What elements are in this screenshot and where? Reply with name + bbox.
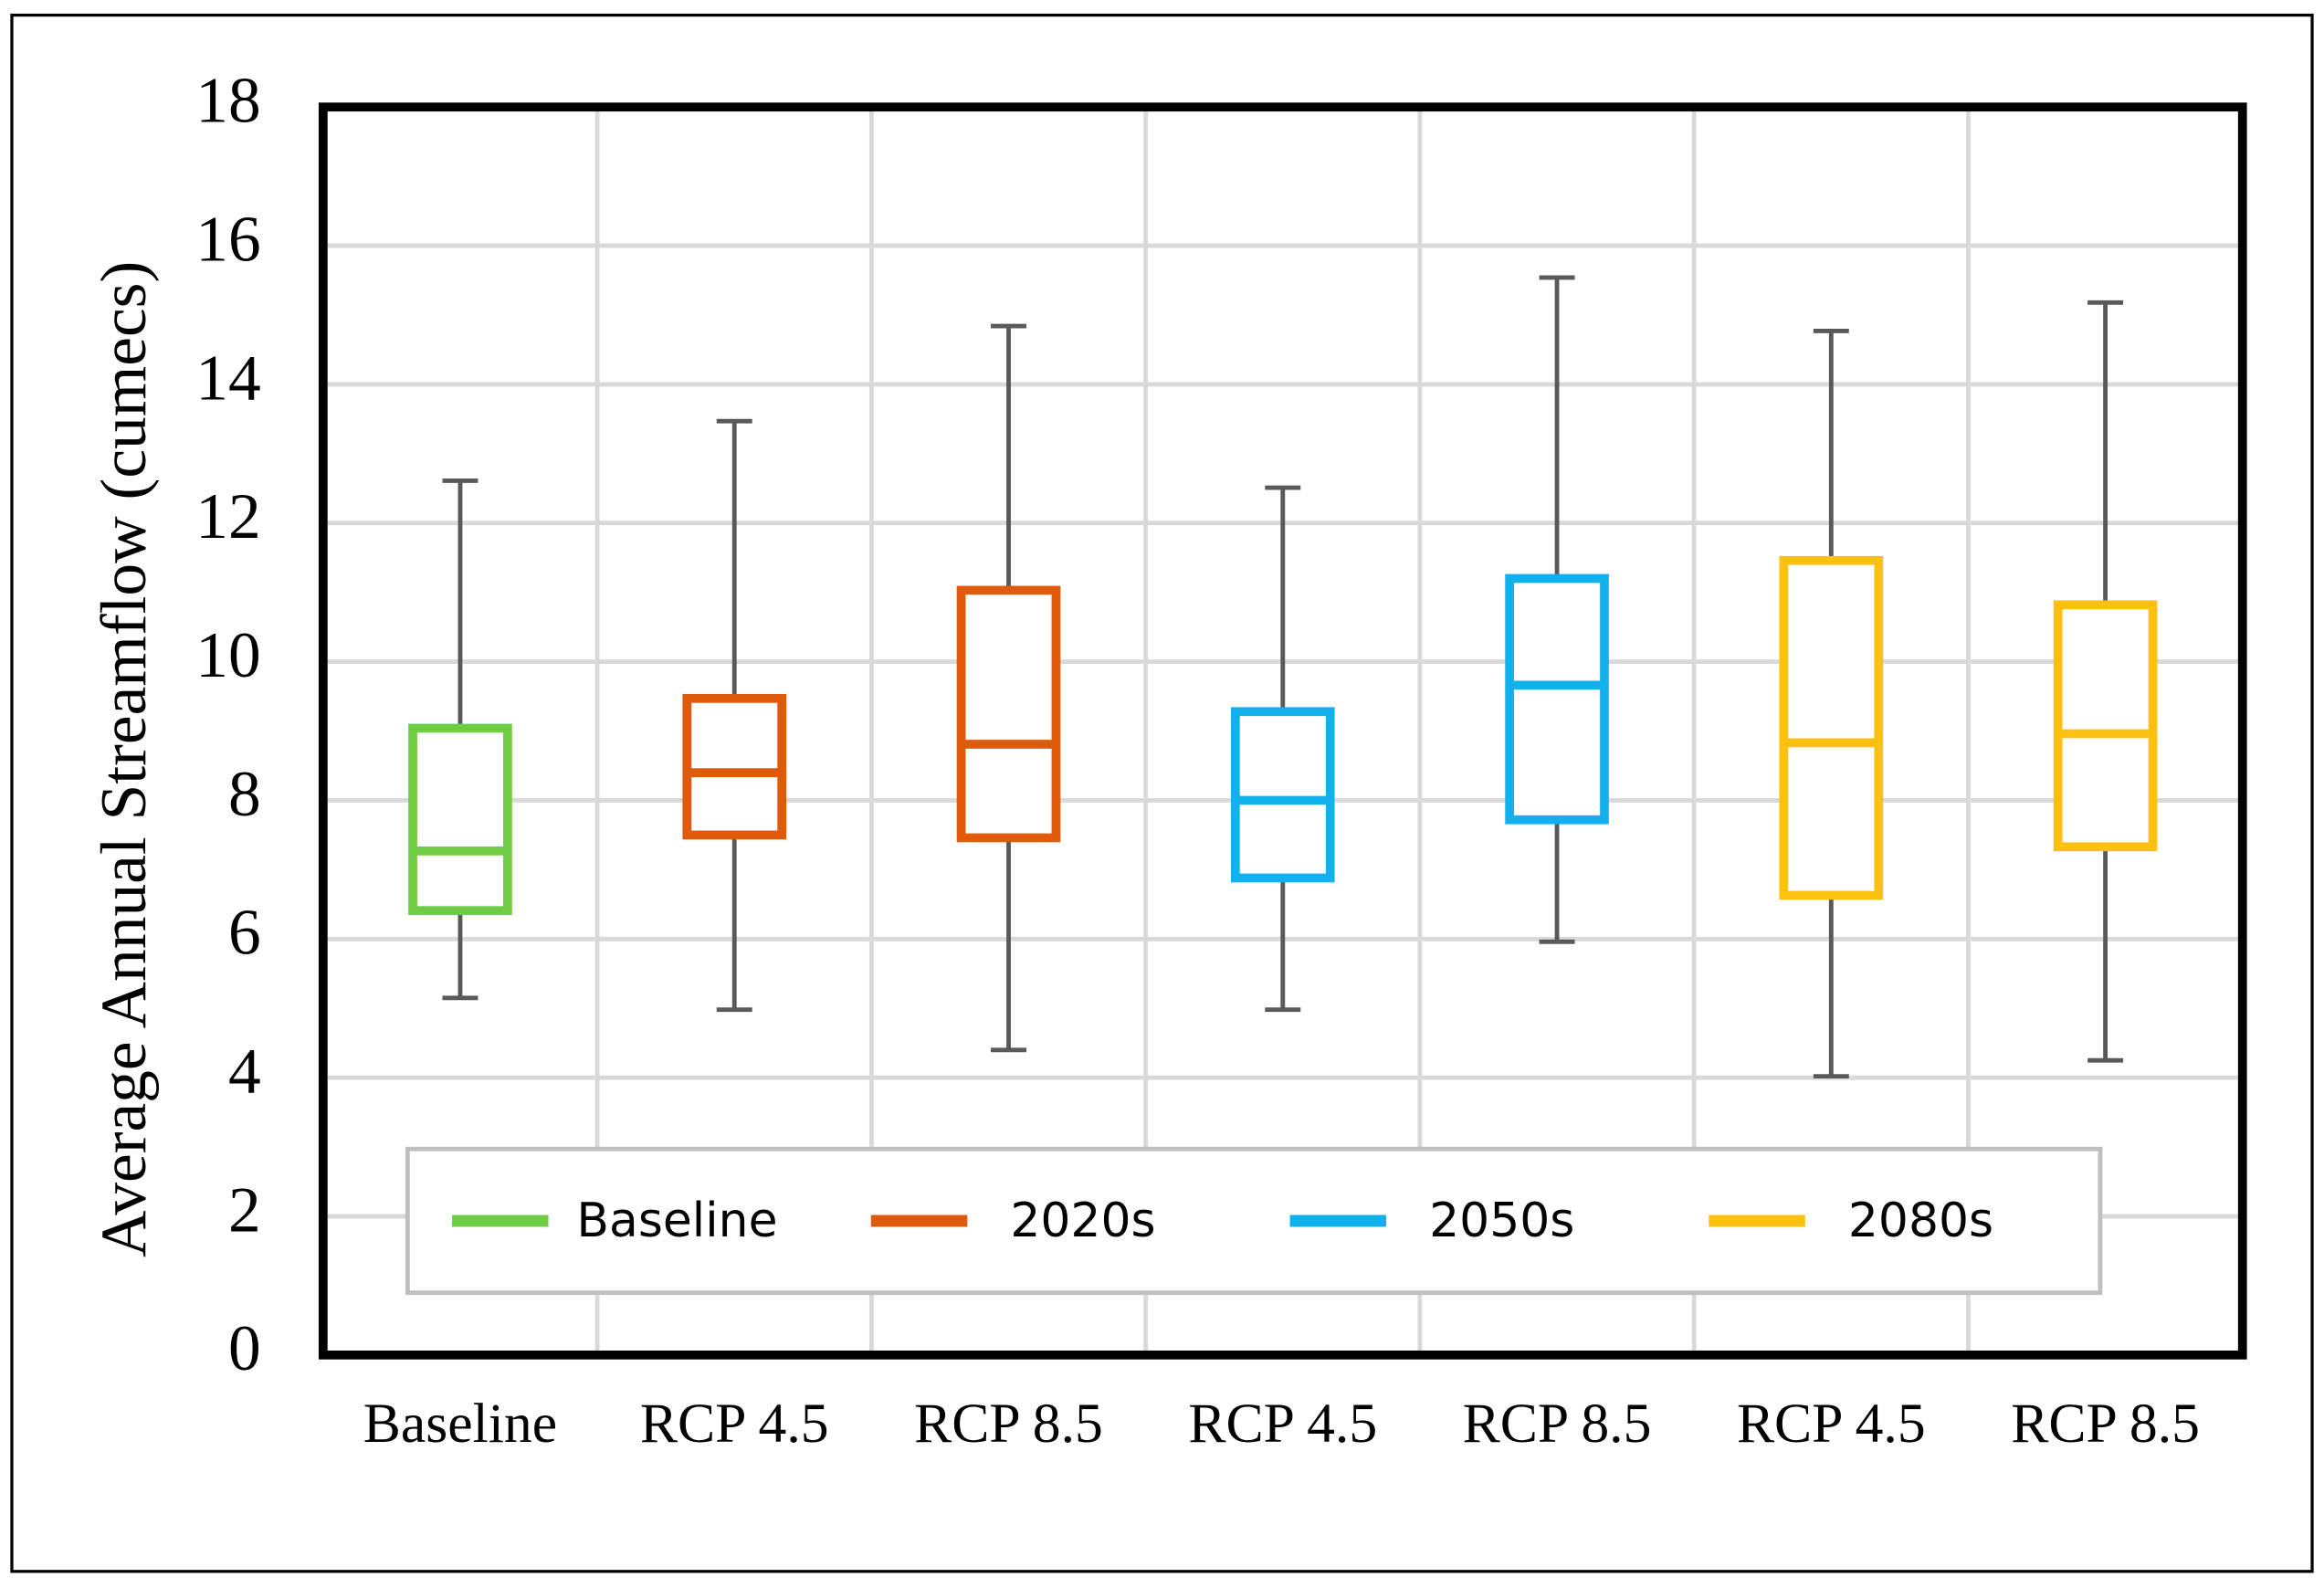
- y-tick-label: 2: [228, 1173, 261, 1246]
- box: [956, 585, 1061, 843]
- box: [2053, 600, 2158, 852]
- x-tick-label: RCP 8.5: [914, 1393, 1103, 1455]
- y-axis-label: Average Annual Streamflow (cumecs): [88, 261, 160, 1257]
- frame: [10, 13, 2314, 1573]
- y-tick-label: 8: [228, 758, 261, 830]
- x-tick-label: Baseline: [363, 1393, 557, 1455]
- y-tick-label: 0: [228, 1312, 261, 1384]
- legend-label: 2050s: [1429, 1194, 1574, 1248]
- y-tick-label: 6: [228, 897, 261, 969]
- y-tick-label: 12: [195, 480, 260, 552]
- legend-label: Baseline: [576, 1194, 777, 1248]
- y-tick-label: 18: [195, 65, 260, 137]
- x-tick-label: RCP 4.5: [640, 1393, 829, 1455]
- box: [682, 693, 787, 840]
- plot-border: [318, 102, 2247, 1360]
- x-tick-label: RCP 4.5: [1737, 1393, 1926, 1455]
- box: [408, 723, 512, 916]
- y-tick-label: 14: [195, 342, 260, 414]
- x-tick-label: RCP 4.5: [1188, 1393, 1377, 1455]
- legend-box: [405, 1146, 2103, 1296]
- legend-label: 2020s: [1010, 1194, 1155, 1248]
- legend-label: 2080s: [1848, 1194, 1993, 1248]
- x-tick-label: RCP 8.5: [2011, 1393, 2200, 1455]
- y-tick-label: 10: [195, 619, 260, 691]
- y-tick-label: 16: [195, 203, 260, 275]
- box: [1230, 707, 1335, 883]
- x-tick-label: RCP 8.5: [1463, 1393, 1652, 1455]
- box: [1779, 555, 1884, 900]
- y-tick-label: 4: [228, 1036, 261, 1108]
- box: [1505, 573, 1609, 825]
